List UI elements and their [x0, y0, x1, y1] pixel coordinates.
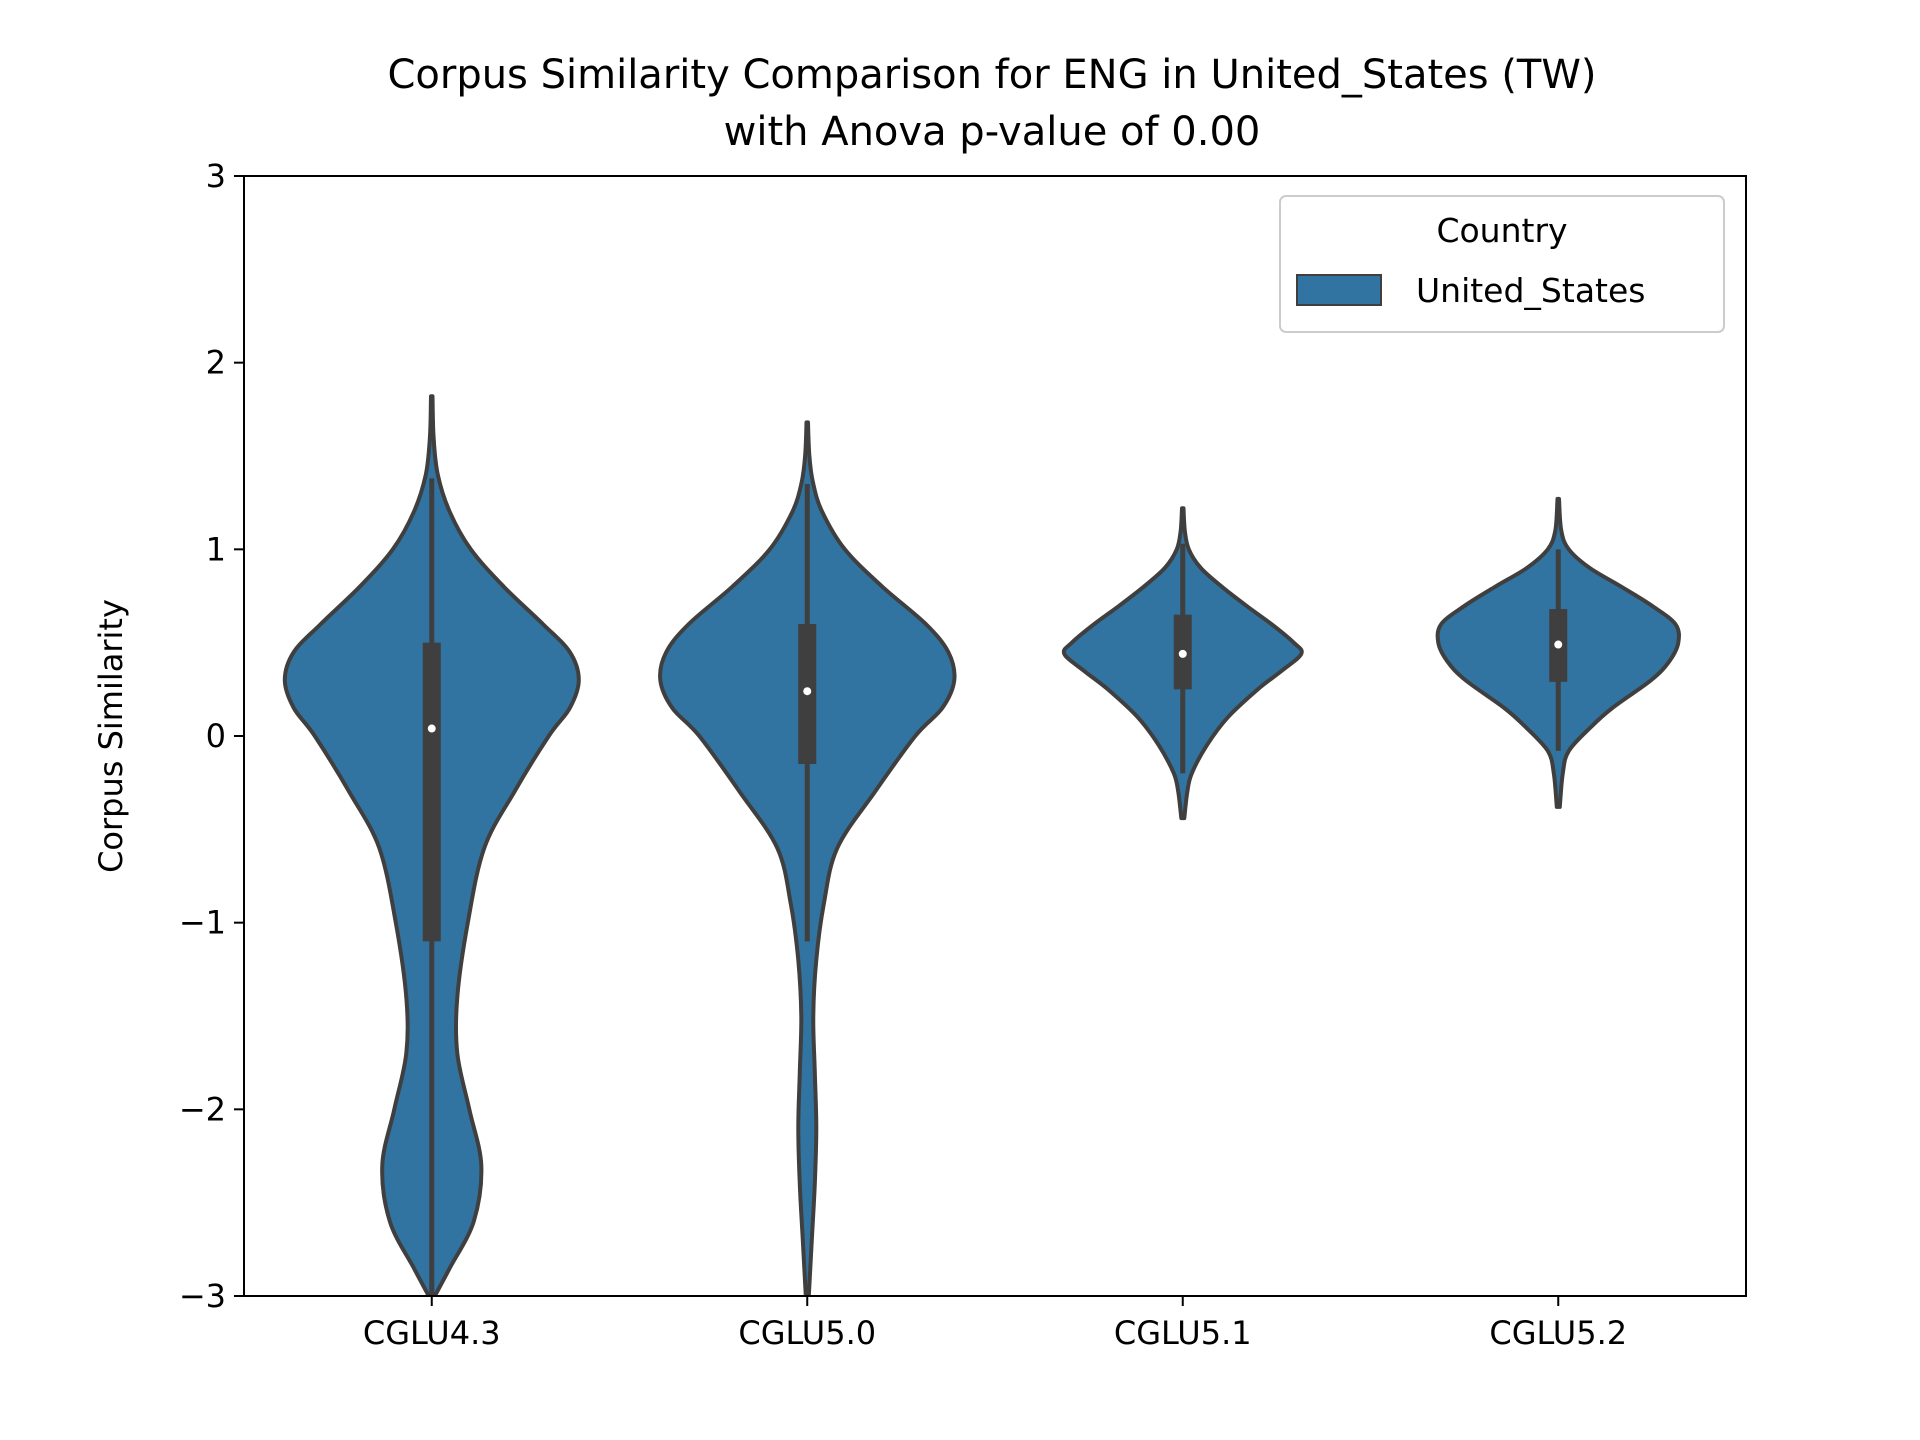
x-tick-label-cglu5-0: CGLU5.0 — [738, 1314, 876, 1352]
legend-frame — [1279, 195, 1725, 333]
median-marker-cglu5-0 — [803, 687, 812, 696]
y-tick-label: −1 — [179, 904, 226, 942]
violins-layer — [282, 394, 1681, 1296]
y-tick-label: 2 — [206, 344, 226, 382]
y-tick-label: −3 — [179, 1277, 226, 1315]
y-tick-label: −2 — [179, 1090, 226, 1128]
x-axis: CGLU4.3 CGLU5.0 CGLU5.1 CGLU5.2 — [363, 1296, 1627, 1352]
x-tick-label-cglu5-2: CGLU5.2 — [1489, 1314, 1627, 1352]
y-axis-label: Corpus Similarity — [92, 599, 130, 873]
legend-swatch — [1296, 274, 1382, 306]
chart-title-line-1: Corpus Similarity Comparison for ENG in … — [387, 52, 1596, 98]
legend: Country United_States — [1279, 195, 1725, 333]
legend-entry-united-states: United_States — [1416, 271, 1645, 310]
legend-title: Country — [1436, 211, 1567, 250]
y-tick-label: 1 — [206, 530, 226, 568]
y-tick-label: 3 — [206, 157, 226, 195]
y-tick-label: 0 — [206, 717, 226, 755]
boxplots-layer — [422, 478, 1568, 1296]
median-marker-cglu4-3 — [427, 724, 436, 733]
median-marker-cglu5-1 — [1178, 649, 1187, 658]
iqr-box-cglu4-3 — [422, 642, 441, 942]
x-tick-label-cglu4-3: CGLU4.3 — [363, 1314, 501, 1352]
y-axis: −3 −2 −1 0 1 2 3 — [179, 157, 244, 1315]
chart-title-line-2: with Anova p-value of 0.00 — [724, 109, 1261, 155]
x-tick-label-cglu5-1: CGLU5.1 — [1114, 1314, 1252, 1352]
median-marker-cglu5-2 — [1554, 640, 1563, 649]
